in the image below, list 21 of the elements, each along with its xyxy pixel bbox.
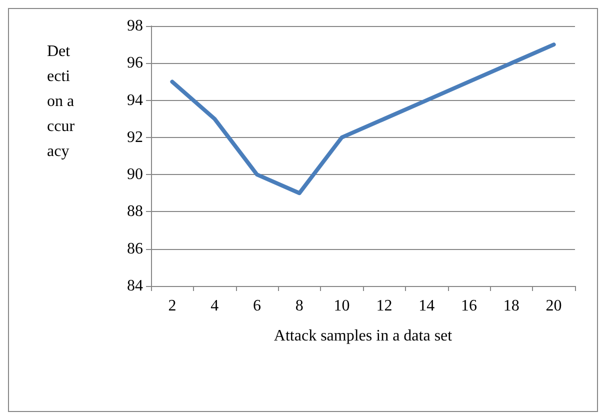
y-axis-title: Detection accuracy [47,43,76,160]
y-tick-label: 94 [127,92,143,109]
x-tick-label: 20 [546,298,562,314]
line-series [170,42,556,196]
x-tick-label: 6 [253,298,261,314]
y-tick-label: 92 [127,128,143,146]
y-tick-label: 86 [127,240,143,258]
x-tick-label: 4 [210,298,219,314]
x-tick-label: 18 [503,298,520,314]
y-tick-label: 90 [127,166,143,184]
y-tick-label: 98 [127,18,143,34]
x-tick-label: 2 [168,298,176,314]
x-tick-label: 14 [418,298,435,314]
x-tick-label: 12 [376,298,392,314]
x-axis-title: Attack samples in a data set [274,328,453,344]
y-tick-label: 84 [127,278,143,294]
x-tick-label: 16 [461,298,477,314]
y-tick-label: 96 [127,54,143,72]
x-tick-label: 10 [334,298,350,314]
y-tick-label: 88 [127,203,143,220]
x-tick-label: 8 [295,298,304,314]
